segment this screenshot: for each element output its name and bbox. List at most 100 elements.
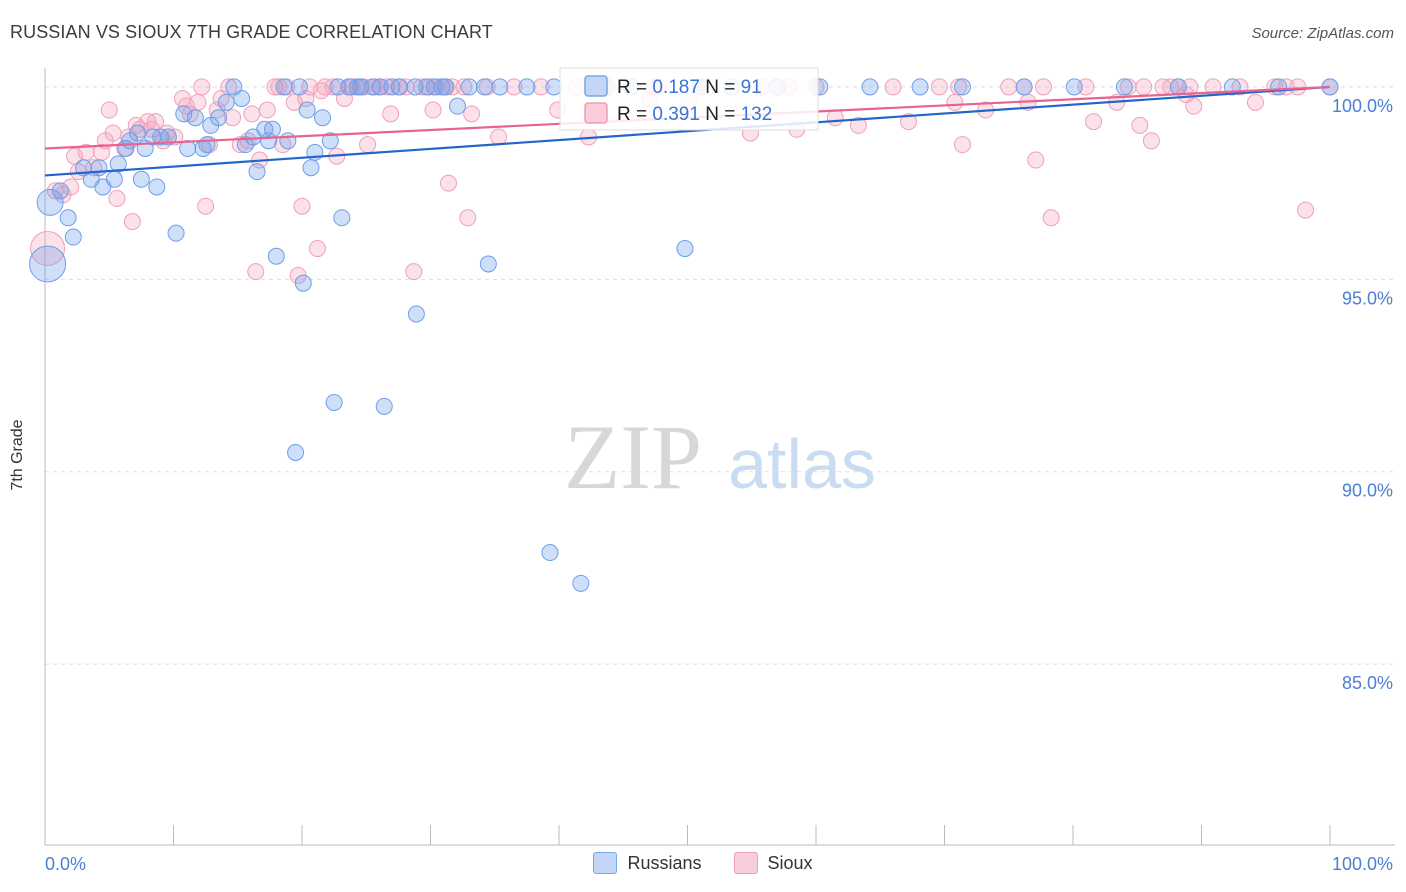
point-sioux (293, 197, 311, 215)
legend-item-russians: Russians (593, 852, 702, 874)
point-russians (248, 163, 266, 181)
stats-legend: R = 0.187 N = 91 R = 0.391 N = 132 (559, 67, 819, 131)
legend-label-sioux: Sioux (767, 852, 813, 873)
point-russians (290, 78, 308, 96)
point-russians (132, 170, 150, 188)
point-russians (491, 78, 509, 96)
point-sioux (193, 78, 211, 96)
point-russians (541, 544, 559, 562)
y-tick-label: 90.0% (1342, 481, 1393, 501)
grid-lines (45, 86, 1395, 665)
point-sioux (532, 78, 550, 96)
point-sioux (378, 78, 396, 96)
point-russians (209, 109, 227, 127)
x-tick-label: 0.0% (45, 854, 86, 874)
point-sioux (490, 128, 508, 146)
point-russians (371, 78, 389, 96)
axes (44, 68, 1395, 846)
point-sioux (1085, 113, 1103, 131)
point-russians (475, 78, 493, 96)
point-sioux (397, 78, 415, 96)
point-russians (1065, 78, 1083, 96)
point-sioux (463, 105, 481, 123)
point-russians (198, 136, 216, 154)
point-russians (518, 78, 536, 96)
point-russians (179, 140, 197, 158)
point-russians (167, 224, 185, 242)
chart-title: RUSSIAN VS SIOUX 7TH GRADE CORRELATION C… (10, 22, 493, 42)
point-sioux (826, 109, 844, 127)
point-sioux (1119, 78, 1137, 96)
point-sioux (950, 78, 968, 96)
stats-row-sioux: R = 0.391 N = 132 (617, 104, 772, 125)
point-sioux (123, 213, 141, 231)
point-sioux (1246, 93, 1264, 111)
point-sioux (505, 78, 523, 96)
point-sioux (100, 101, 118, 119)
point-russians (1169, 78, 1187, 96)
legend-label-russians: Russians (627, 852, 702, 873)
point-sioux (62, 178, 80, 196)
point-russians (51, 182, 69, 200)
point-sioux (900, 113, 918, 131)
point-russians (448, 97, 466, 115)
point-sioux (266, 78, 284, 96)
point-sioux (1181, 78, 1199, 96)
point-russians (348, 78, 366, 96)
point-sioux (243, 105, 261, 123)
point-sioux (1289, 78, 1307, 96)
point-russians (29, 245, 67, 283)
point-russians (433, 78, 451, 96)
point-russians (36, 188, 64, 216)
point-russians (186, 109, 204, 127)
point-russians (676, 240, 694, 258)
data-points (29, 78, 1339, 592)
point-sioux (231, 136, 249, 154)
point-sioux (946, 93, 964, 111)
point-russians (375, 397, 393, 415)
point-russians (352, 78, 370, 96)
point-russians (64, 228, 82, 246)
point-sioux (1027, 151, 1045, 169)
y-axis-label: 7th Grade (9, 419, 26, 491)
watermark-zip: ZIP (564, 406, 702, 508)
point-sioux (1135, 78, 1153, 96)
x-tick-label: 100.0% (1332, 854, 1393, 874)
point-sioux (424, 101, 442, 119)
point-russians (105, 170, 123, 188)
point-russians (287, 444, 305, 461)
y-tick-labels: 85.0% 90.0% 95.0% 100.0% (1332, 96, 1393, 693)
point-sioux (247, 263, 265, 281)
point-russians (861, 78, 879, 96)
source-label: Source: ZipAtlas.com (1251, 25, 1394, 42)
stats-swatch-sioux (584, 102, 608, 124)
point-russians (279, 132, 297, 150)
point-sioux (308, 240, 326, 258)
stats-swatch-russians (584, 75, 608, 97)
point-sioux (1142, 132, 1160, 150)
point-russians (90, 159, 108, 177)
point-russians (275, 78, 293, 96)
point-sioux (324, 78, 342, 96)
point-sioux (1131, 116, 1149, 134)
y-tick-label: 100.0% (1332, 96, 1393, 116)
point-sioux (1000, 78, 1018, 96)
point-russians (460, 78, 478, 96)
point-russians (302, 159, 320, 177)
x-tick-labels: 0.0% 100.0% (45, 854, 1393, 874)
point-sioux (1042, 209, 1060, 227)
point-russians (321, 132, 339, 150)
point-sioux (104, 124, 122, 142)
legend: Russians Sioux (0, 852, 1406, 874)
point-russians (437, 78, 455, 96)
point-russians (572, 574, 590, 592)
point-russians (263, 120, 281, 138)
point-russians (109, 155, 127, 173)
point-sioux (359, 136, 377, 154)
y-tick-label: 85.0% (1342, 673, 1393, 693)
point-russians (267, 247, 285, 265)
point-russians (59, 209, 77, 227)
point-russians (911, 78, 929, 96)
point-sioux (459, 209, 477, 227)
